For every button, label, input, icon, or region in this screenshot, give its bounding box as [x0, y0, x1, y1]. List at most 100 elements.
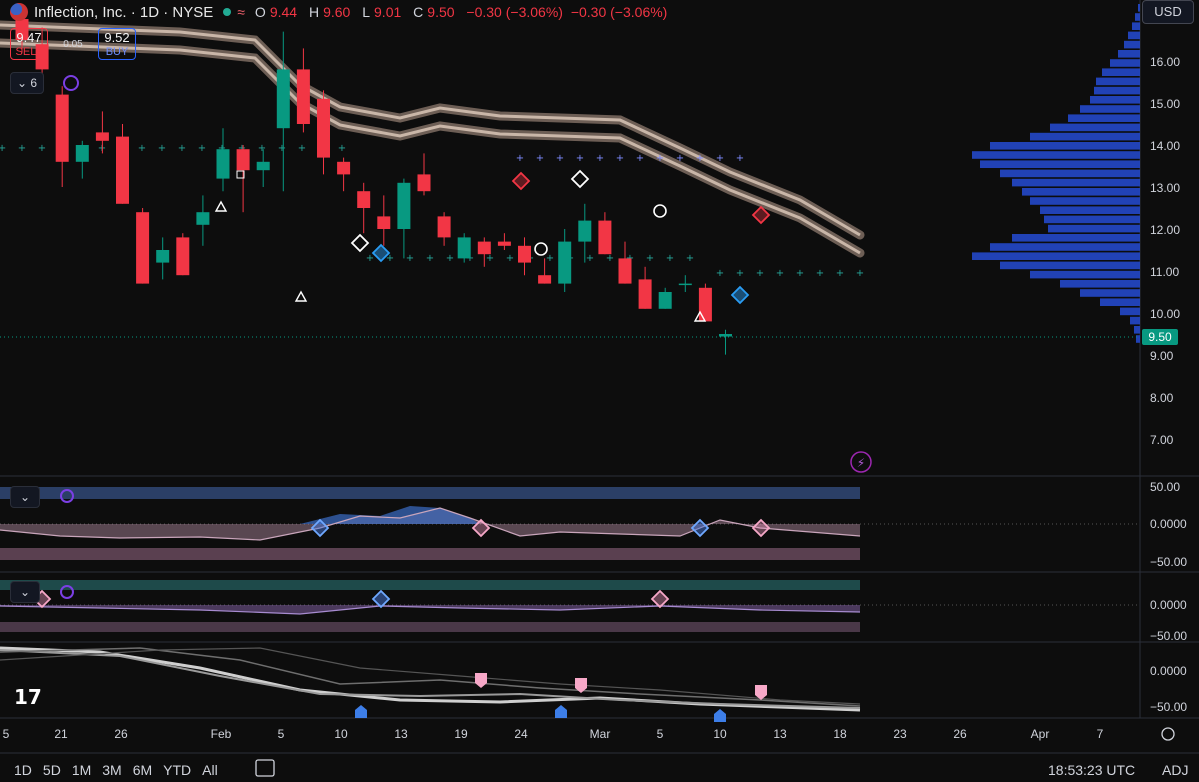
time-tick-label: 19 — [454, 727, 468, 741]
support-dots: + — [606, 253, 614, 264]
support-dots: + — [18, 143, 26, 154]
resistance-dots: + — [596, 153, 604, 164]
resistance-dots: + — [616, 153, 624, 164]
timeframe-6m[interactable]: 6M — [132, 762, 153, 778]
volume-profile-bar — [1102, 68, 1140, 76]
price-tick-label: 15.00 — [1150, 97, 1180, 111]
signal-diamond — [730, 285, 750, 305]
osc1-tick-label: 0.0000 — [1150, 517, 1187, 531]
osc2-line — [0, 605, 861, 615]
signal-diamond — [371, 243, 391, 263]
symbol-title[interactable]: Inflection, Inc. · 1D · NYSE — [34, 3, 214, 21]
support-dots: + — [546, 253, 554, 264]
support-dots: + — [38, 143, 46, 154]
volume-profile-bar — [1132, 22, 1140, 30]
tradingview-logo-icon: 17 — [14, 685, 42, 709]
volume-profile-bar — [1135, 13, 1140, 21]
sell-flag-marker — [575, 678, 587, 693]
time-tick-label: 5 — [657, 727, 664, 741]
signal-triangle — [214, 200, 228, 212]
support-dots: + — [178, 143, 186, 154]
support-dots: + — [466, 253, 474, 264]
indicators-toggle-button[interactable]: ⌄ 6 — [10, 72, 44, 94]
support-dots: + — [158, 143, 166, 154]
timeframe-1d[interactable]: 1D — [14, 762, 32, 778]
support-dots: + — [646, 253, 654, 264]
osc2-tick-label: 0.0000 — [1150, 598, 1187, 612]
buy-button[interactable]: 9.52 BUY — [98, 28, 136, 60]
volume-profile-bar — [972, 151, 1140, 159]
change-value: −0.30 (−3.06%) — [466, 4, 563, 20]
candle-body — [357, 191, 371, 208]
adj-button[interactable]: ADJ — [1162, 762, 1189, 778]
timeframe-5d[interactable]: 5D — [42, 762, 61, 778]
clock[interactable]: 18:53:23 UTC — [1048, 762, 1136, 778]
buy-flag-marker — [555, 705, 567, 718]
volume-profile-bar — [1130, 316, 1140, 325]
timeframe-3m[interactable]: 3M — [102, 762, 122, 778]
volume-profile-bar — [980, 160, 1140, 168]
support-dots: + — [198, 143, 206, 154]
pane1-collapse-button[interactable]: ⌄ — [10, 486, 40, 508]
settings-gear-icon — [1161, 727, 1175, 741]
osc1-tick-label: 50.00 — [1150, 480, 1180, 494]
signal-circle — [653, 204, 667, 218]
osc1-tick-label: −50.00 — [1150, 555, 1187, 569]
time-tick-label: Feb — [211, 727, 232, 741]
volume-profile-bar — [1022, 188, 1140, 196]
price-tick-label: 14.00 — [1150, 139, 1180, 153]
candle-body — [276, 69, 290, 129]
pane2-collapse-button[interactable]: ⌄ — [10, 581, 40, 603]
market-open-icon — [223, 8, 232, 16]
legend-header: Inflection, Inc. · 1D · NYSE ≈ O 9.44 H 9.… — [10, 2, 671, 22]
resistance-dots: + — [736, 153, 744, 164]
candle-body — [618, 258, 632, 284]
time-tick-label: Mar — [590, 727, 611, 741]
support-dots: + — [138, 143, 146, 154]
candle-body — [397, 182, 411, 229]
time-tick-label: 18 — [833, 727, 847, 741]
timeframe-all[interactable]: All — [202, 762, 218, 778]
osc1-upper-band — [0, 487, 860, 499]
resistance-dots: + — [536, 153, 544, 164]
support-dots: + — [386, 253, 394, 264]
time-tick-label: 13 — [773, 727, 787, 741]
timeframe-bar: 1D 5D 1M 3M 6M YTD All — [14, 762, 229, 778]
osc2-upper-band — [0, 580, 860, 590]
volume-profile-bar — [1134, 326, 1140, 334]
trade-buttons: 9.47 SELL 0.05 9.52 BUY — [10, 28, 136, 60]
candle-body — [437, 216, 451, 238]
signal-diamond — [310, 518, 330, 538]
resistance-dots: + — [636, 153, 644, 164]
volume-profile-bar — [1080, 105, 1140, 113]
signal-triangle — [693, 310, 707, 322]
support-dots: + — [218, 143, 226, 154]
osc1-lower-band — [0, 548, 860, 560]
candle-body — [719, 334, 732, 337]
timeframe-1m[interactable]: 1M — [71, 762, 92, 778]
signal-diamond — [751, 518, 771, 538]
price-tick-label: 12.00 — [1150, 223, 1180, 237]
timeframe-ytd[interactable]: YTD — [163, 762, 192, 778]
volume-profile-bar — [990, 142, 1140, 150]
price-tick-label: 16.00 — [1150, 55, 1180, 69]
volume-profile-bar — [1090, 96, 1140, 104]
time-tick-label: Apr — [1031, 727, 1050, 741]
candle-body — [337, 161, 351, 175]
volume-profile-bar — [1000, 261, 1140, 270]
sell-button[interactable]: 9.47 SELL — [10, 28, 48, 60]
resistance-dots: + — [656, 153, 664, 164]
volume-profile-bar — [1012, 234, 1140, 242]
support-dots: + — [486, 253, 494, 264]
currency-button[interactable]: USD — [1142, 0, 1194, 24]
support-dots: + — [0, 143, 6, 154]
support-dots: + — [716, 268, 724, 279]
support-dots: + — [796, 268, 804, 279]
price-tick-label: 7.00 — [1150, 433, 1174, 447]
refresh-icon — [60, 489, 74, 503]
support-dots: + — [856, 268, 864, 279]
volume-profile-bar — [1060, 280, 1140, 288]
candle-body — [136, 212, 150, 284]
resistance-dots: + — [676, 153, 684, 164]
